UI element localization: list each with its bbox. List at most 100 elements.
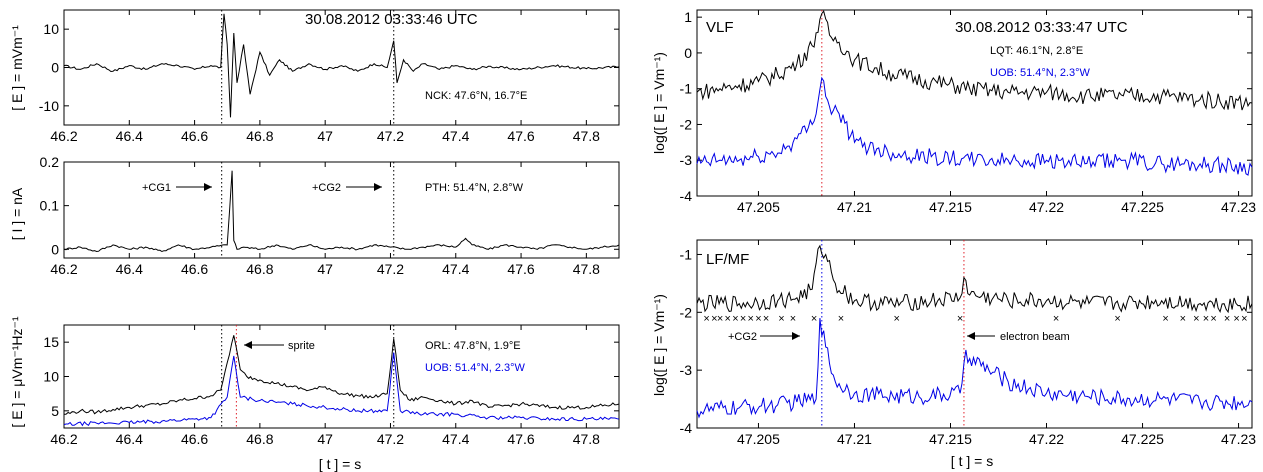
lfmf-x-marker: ×	[732, 313, 738, 325]
e_orl-series-black-line	[64, 335, 620, 415]
vlf-xtick-label: 47.215	[929, 199, 972, 215]
vlf-xtick-label: 47.205	[737, 199, 780, 215]
i_pth-axes-frame	[63, 161, 620, 259]
orl-annotation: ORL: 47.8°N, 1.9°E	[425, 340, 521, 352]
lfmf-x-marker: ×	[711, 313, 717, 325]
panel-vlf-label: VLF	[706, 19, 734, 36]
lfmf-x-marker: ×	[778, 313, 784, 325]
lqt-annotation: LQT: 46.1°N, 2.8°E	[990, 45, 1083, 57]
e_orl-xtick-label: 47	[317, 431, 333, 447]
e_orl-axes-frame	[63, 324, 620, 429]
panel-i-pth: [ I ] = nA +CG1 +CG2 PTH: 51.4°N, 2.8°W …	[9, 154, 620, 277]
lfmf-ytick-label: -4	[680, 420, 693, 436]
e_nck-xtick-label: 47.4	[442, 128, 469, 144]
panel-lfmf-ylabel: log([ E ] = Vm⁻¹)	[651, 294, 667, 396]
panel-lfmf-label: LF/MF	[706, 251, 749, 268]
i_pth-xtick-label: 47.6	[507, 261, 534, 277]
e_orl-xtick-label: 46.8	[246, 431, 273, 447]
i_pth-xtick-label: 46.2	[50, 261, 77, 277]
e_orl-xtick-label: 46.4	[116, 431, 143, 447]
e_nck-xtick-label: 47.8	[573, 128, 600, 144]
i_pth-xtick-label: 47.4	[442, 261, 469, 277]
lfmf-xtick-label: 47.23	[1221, 431, 1256, 447]
e_orl-series-blue-line	[63, 352, 620, 427]
e_orl-xtick-label: 46.6	[181, 431, 208, 447]
vlf-ytick-label: -2	[680, 116, 693, 132]
cg2-lfmf-label: +CG2	[728, 331, 757, 343]
lfmf-xtick-label: 47.21	[837, 431, 872, 447]
e_orl-xtick-label: 47.8	[573, 431, 600, 447]
cg1-label: +CG1	[142, 182, 171, 194]
lfmf-series-blue-line	[696, 318, 1253, 419]
i_pth-xtick-label: 47.2	[377, 261, 404, 277]
lfmf-x-marker: ×	[1180, 313, 1186, 325]
lfmf-x-marker: ×	[740, 313, 746, 325]
uob-annotation: UOB: 51.4°N, 2.3°W	[425, 362, 526, 374]
vlf-xtick-label: 47.23	[1221, 199, 1256, 215]
vlf-xtick-label: 47.22	[1029, 199, 1064, 215]
panel-e-nck-annotation: NCK: 47.6°N, 16.7°E	[425, 90, 527, 102]
lfmf-x-marker: ×	[1162, 313, 1168, 325]
vlf-series-blue-line	[696, 76, 1253, 176]
lfmf-xtick-label: 47.205	[737, 431, 780, 447]
lfmf-x-marker: ×	[1241, 313, 1247, 325]
e_orl-ytick-label: 5	[51, 403, 59, 419]
lfmf-x-marker: ×	[1224, 313, 1230, 325]
e_orl-xtick-label: 47.2	[377, 431, 404, 447]
lfmf-axes-frame	[696, 239, 1253, 429]
lfmf-x-marker: ×	[1114, 313, 1120, 325]
lfmf-xtick-label: 47.225	[1121, 431, 1164, 447]
panel-i-pth-ylabel: [ I ] = nA	[9, 187, 25, 240]
e_orl-xtick-label: 46.2	[50, 431, 77, 447]
i_pth-series-black-line	[63, 170, 620, 253]
e_nck-xtick-label: 46.8	[246, 128, 273, 144]
lfmf-x-marker: ×	[1203, 313, 1209, 325]
vlf-ytick-label: -3	[680, 152, 693, 168]
cg2-label: +CG2	[312, 182, 341, 194]
lfmf-x-marker: ×	[748, 313, 754, 325]
electron-beam-arrow-head	[967, 332, 975, 340]
e_nck-ytick-label: 0	[51, 60, 59, 76]
panel-vlf-ylabel: log([ E ] = Vm⁻¹)	[651, 52, 667, 154]
vlf-ytick-label: 0	[684, 45, 692, 61]
e_nck-xtick-label: 47.6	[507, 128, 534, 144]
lfmf-x-marker: ×	[1193, 313, 1199, 325]
e_orl-ytick-label: 10	[43, 369, 59, 385]
vlf-ytick-label: -1	[680, 81, 693, 97]
i_pth-xtick-label: 47.8	[573, 261, 600, 277]
lfmf-x-marker: ×	[790, 313, 796, 325]
i_pth-xtick-label: 47	[317, 261, 333, 277]
panel-e-nck-title: 30.08.2012 03:33:46 UTC	[305, 11, 478, 28]
cg2-lfmf-arrow-head	[792, 332, 800, 340]
lfmf-ytick-label: -2	[680, 304, 693, 320]
lfmf-x-marker: ×	[957, 313, 963, 325]
vlf-xtick-label: 47.225	[1121, 199, 1164, 215]
x-axis-label-left: [ t ] = s	[319, 456, 361, 472]
e_nck-series-black-line	[63, 13, 620, 118]
lfmf-xtick-label: 47.215	[929, 431, 972, 447]
lfmf-x-marker: ×	[894, 313, 900, 325]
lfmf-series-black-line	[696, 244, 1253, 314]
vlf-ytick-label: 1	[684, 9, 692, 25]
i_pth-xtick-label: 46.4	[116, 261, 143, 277]
e_nck-xtick-label: 46.2	[50, 128, 77, 144]
i_pth-xtick-label: 46.8	[246, 261, 273, 277]
vlf-xtick-label: 47.21	[837, 199, 872, 215]
e_nck-xtick-label: 46.4	[116, 128, 143, 144]
vlf-series-black-line	[696, 10, 1253, 111]
panel-e-orl-ylabel: [ E ] = μVm⁻¹Hz⁻¹	[9, 316, 25, 427]
e_nck-xtick-label: 47	[317, 128, 333, 144]
lfmf-xtick-label: 47.22	[1029, 431, 1064, 447]
e_nck-xtick-label: 47.2	[377, 128, 404, 144]
sprite-label: sprite	[288, 340, 315, 352]
panel-e-nck-ylabel: [ E ] = mVm⁻¹	[9, 25, 25, 111]
lfmf-x-marker: ×	[725, 313, 731, 325]
lfmf-x-marker: ×	[838, 313, 844, 325]
cg2-arrow-head	[374, 183, 382, 191]
lfmf-x-marker: ×	[717, 313, 723, 325]
cg1-arrow-head	[204, 183, 212, 191]
panel-lfmf: LF/MF log([ E ] = Vm⁻¹) +CG2 electron be…	[651, 239, 1256, 469]
panel-vlf: VLF 30.08.2012 03:33:47 UTC log([ E ] = …	[651, 9, 1256, 215]
lfmf-x-marker: ×	[1053, 313, 1059, 325]
